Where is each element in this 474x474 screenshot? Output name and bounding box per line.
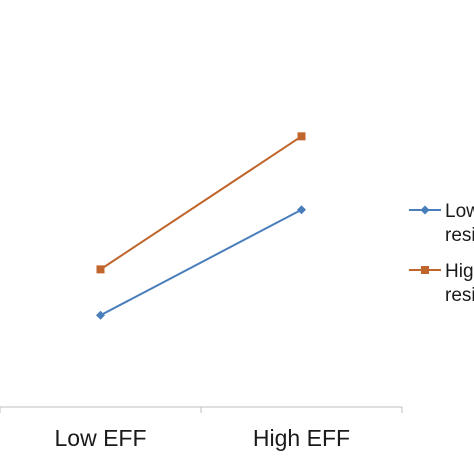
data-point-square xyxy=(96,265,105,274)
plot-area xyxy=(96,132,306,320)
legend-label: resi xyxy=(445,225,474,246)
series-line-2 xyxy=(99,135,303,271)
data-point-square xyxy=(297,132,306,141)
data-point-diamond xyxy=(297,205,306,215)
legend-label: resi xyxy=(445,285,474,306)
x-tick-label: High EFF xyxy=(253,425,350,451)
legend-marker-diamond xyxy=(420,205,430,215)
series-line-1 xyxy=(100,208,302,317)
legend-label: Hig xyxy=(445,261,474,282)
legend-label: Low xyxy=(445,201,474,222)
legend: Low resi Hig resi xyxy=(409,201,474,306)
x-tick-label: Low EFF xyxy=(54,425,146,451)
legend-marker-square xyxy=(421,266,429,274)
x-axis: Low EFF High EFF xyxy=(0,406,403,451)
data-point-diamond xyxy=(96,310,105,320)
